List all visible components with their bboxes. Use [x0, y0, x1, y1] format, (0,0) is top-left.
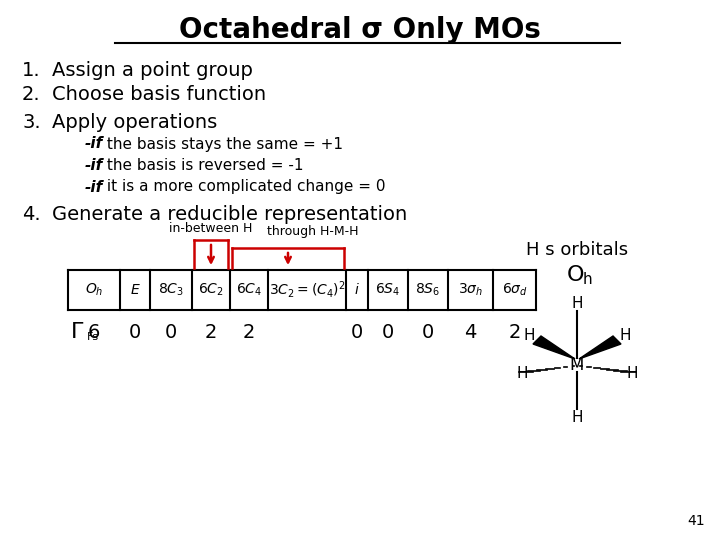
Text: H: H	[619, 327, 631, 342]
Text: $E$: $E$	[130, 283, 140, 297]
Text: the basis is reversed = -1: the basis is reversed = -1	[102, 159, 304, 173]
Text: 0: 0	[351, 322, 363, 341]
Text: 2: 2	[204, 322, 217, 341]
Text: Apply operations: Apply operations	[52, 112, 217, 132]
Text: $6C_4$: $6C_4$	[236, 282, 262, 298]
Text: 0: 0	[165, 322, 177, 341]
Text: in-between H: in-between H	[169, 222, 253, 235]
Text: -if: -if	[85, 137, 103, 152]
Text: Fs: Fs	[87, 332, 99, 342]
Text: $6\sigma_d$: $6\sigma_d$	[502, 282, 528, 298]
Text: $i$: $i$	[354, 282, 360, 298]
Text: 3.: 3.	[22, 112, 40, 132]
Text: H: H	[626, 366, 638, 381]
Text: through H-M-H: through H-M-H	[267, 225, 359, 238]
Text: H: H	[571, 409, 582, 424]
Text: $3\sigma_h$: $3\sigma_h$	[458, 282, 483, 298]
Text: 0: 0	[422, 322, 434, 341]
Text: Generate a reducible representation: Generate a reducible representation	[52, 206, 408, 225]
Text: H s orbitals: H s orbitals	[526, 241, 628, 259]
Text: 41: 41	[688, 514, 705, 528]
Text: 2: 2	[508, 322, 521, 341]
Polygon shape	[533, 336, 575, 359]
Text: 0: 0	[129, 322, 141, 341]
Text: $O_h$: $O_h$	[85, 282, 103, 298]
Text: Octahedral σ Only MOs: Octahedral σ Only MOs	[179, 16, 541, 44]
Text: $6C_2$: $6C_2$	[198, 282, 224, 298]
Text: 0: 0	[382, 322, 394, 341]
Text: $8C_3$: $8C_3$	[158, 282, 184, 298]
Text: -if: -if	[85, 179, 103, 194]
Text: 1.: 1.	[22, 60, 40, 79]
Text: H: H	[523, 327, 535, 342]
Text: H: H	[571, 295, 582, 310]
Text: Choose basis function: Choose basis function	[52, 85, 266, 105]
Text: 2: 2	[243, 322, 255, 341]
Text: 4.: 4.	[22, 206, 40, 225]
Text: $8S_6$: $8S_6$	[415, 282, 441, 298]
Text: 6: 6	[88, 322, 100, 341]
Text: $\Gamma$: $\Gamma$	[70, 322, 84, 342]
Text: the basis stays the same = +1: the basis stays the same = +1	[102, 137, 343, 152]
Text: M: M	[570, 356, 584, 374]
Text: $6S_4$: $6S_4$	[375, 282, 400, 298]
Text: Assign a point group: Assign a point group	[52, 60, 253, 79]
Text: 2.: 2.	[22, 85, 40, 105]
Polygon shape	[579, 336, 621, 359]
Text: 4: 4	[464, 322, 477, 341]
Text: O: O	[566, 265, 584, 285]
Text: H: H	[516, 366, 528, 381]
Text: it is a more complicated change = 0: it is a more complicated change = 0	[102, 179, 385, 194]
Text: $3C_2{=}(C_4)^2$: $3C_2{=}(C_4)^2$	[269, 280, 346, 300]
Text: h: h	[582, 273, 592, 287]
Text: -if: -if	[85, 159, 103, 173]
